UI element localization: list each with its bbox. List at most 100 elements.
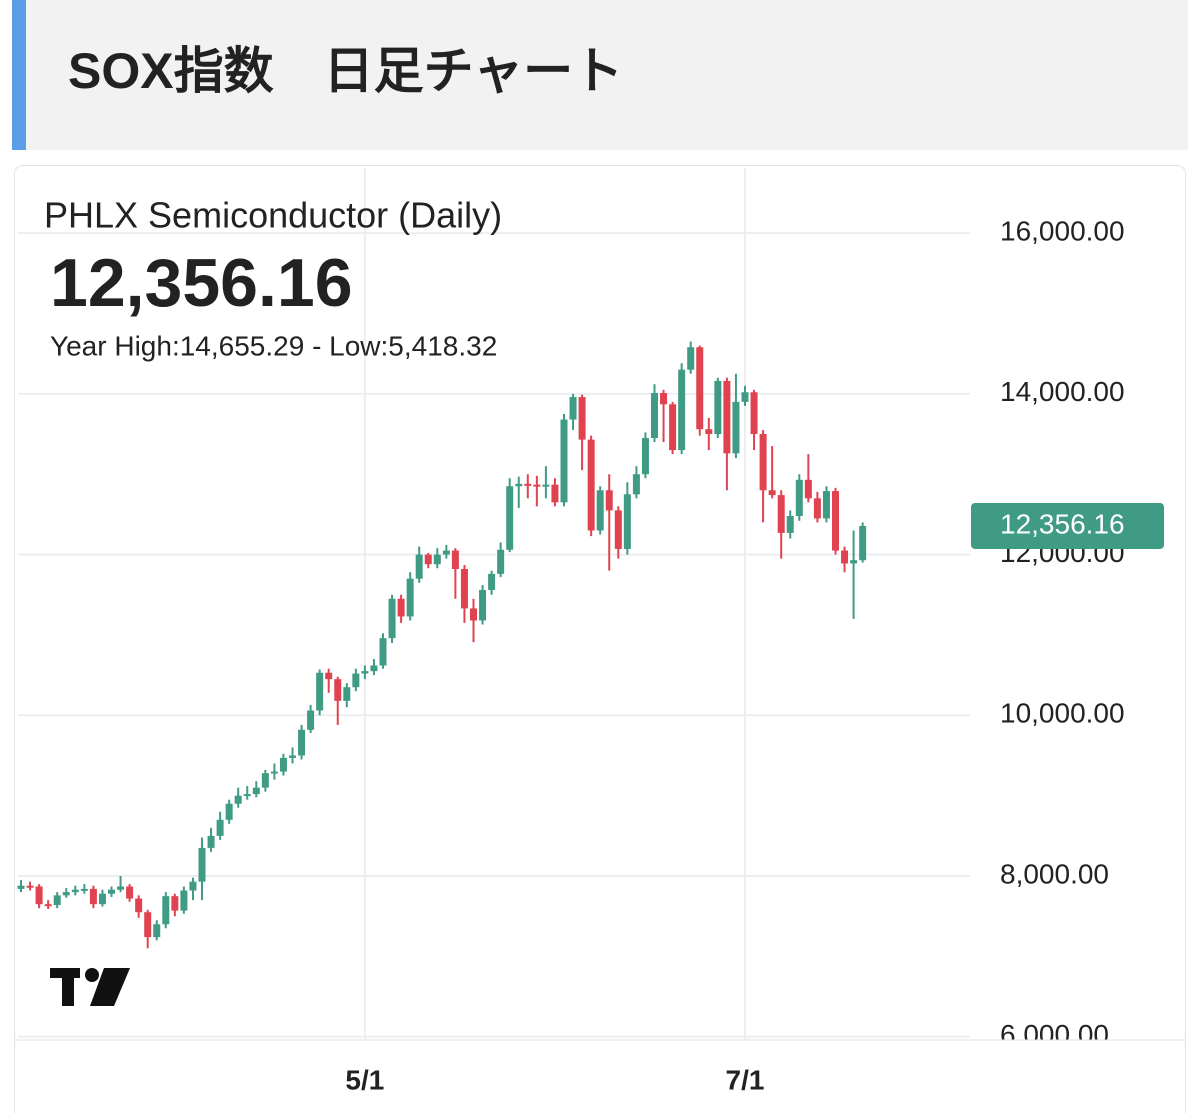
y-tick-label: 8,000.00 xyxy=(1000,858,1109,889)
candle-body xyxy=(171,896,179,911)
candle-body xyxy=(334,679,342,701)
candle-body xyxy=(433,554,441,565)
candle-body xyxy=(89,888,97,905)
candle-body xyxy=(135,898,143,913)
candle-body xyxy=(524,483,532,486)
candle-body xyxy=(415,554,423,579)
candle-body xyxy=(379,638,387,666)
y-tick-label: 16,000.00 xyxy=(1000,215,1125,246)
candle-body xyxy=(108,889,115,894)
candle-body xyxy=(388,598,396,639)
candle-body xyxy=(605,490,613,511)
candle-body xyxy=(632,474,640,495)
candle-body xyxy=(370,665,378,672)
candle-body xyxy=(17,885,25,889)
candle-body xyxy=(614,510,622,549)
candle-body xyxy=(696,347,704,430)
candle-body xyxy=(451,550,459,570)
candle-body xyxy=(651,393,658,439)
candles xyxy=(17,341,867,949)
candle-body xyxy=(669,404,677,451)
candle-body xyxy=(832,491,839,551)
candle-body xyxy=(442,550,450,555)
candle-body xyxy=(479,589,487,621)
candle-body xyxy=(243,794,251,797)
candle-body xyxy=(207,835,215,848)
candle-body xyxy=(352,673,360,688)
candle-body xyxy=(225,803,233,820)
candle-body xyxy=(750,392,758,435)
candle-body xyxy=(252,787,260,795)
grid xyxy=(18,168,970,1040)
subtitle: Year High:14,655.29 - Low:5,418.32 xyxy=(50,330,497,361)
candle-body xyxy=(759,434,767,491)
header-bar xyxy=(12,0,1188,150)
candle-body xyxy=(126,886,134,899)
x-tick-label: 7/1 xyxy=(726,1064,765,1095)
candle-body xyxy=(515,483,523,487)
candle-body xyxy=(678,369,686,451)
candle-body xyxy=(533,484,541,487)
candle-body xyxy=(460,569,468,609)
candle-body xyxy=(270,771,278,774)
candle-body xyxy=(162,896,170,925)
candle-body xyxy=(497,549,505,574)
candle-body xyxy=(361,671,369,674)
candle-body xyxy=(714,380,722,435)
candle-body xyxy=(279,757,287,772)
chart-panel xyxy=(14,165,1186,1118)
candle-body xyxy=(795,479,803,516)
candle-body xyxy=(850,560,858,564)
candle-body xyxy=(325,672,333,680)
candle-body xyxy=(660,393,668,405)
candle-body xyxy=(506,486,514,550)
candle-body xyxy=(578,397,586,440)
candle-body xyxy=(551,484,559,503)
candle-body xyxy=(470,608,477,621)
candle-body xyxy=(406,578,414,617)
candle-body xyxy=(261,773,269,788)
candle-body xyxy=(804,479,812,499)
candle-body xyxy=(623,494,631,549)
candle-body xyxy=(198,847,206,882)
candle-body xyxy=(80,888,88,891)
candle-body xyxy=(234,795,242,804)
header-accent xyxy=(12,0,26,150)
y-tick-label: 6,000.00 xyxy=(1000,1019,1109,1050)
header-title: SOX指数 日足チャート xyxy=(68,43,623,99)
candle-body xyxy=(777,495,785,533)
candle-body xyxy=(289,755,296,758)
last-price: 12,356.16 xyxy=(50,245,353,321)
candle-body xyxy=(53,895,61,905)
candle-body xyxy=(705,429,713,435)
candle-body xyxy=(153,924,161,938)
y-axis: 6,000.008,000.0010,000.0012,000.0014,000… xyxy=(1000,215,1125,1050)
candle-body xyxy=(569,397,577,420)
candle-body xyxy=(786,515,794,533)
candle-body xyxy=(44,904,52,907)
candle-body xyxy=(316,672,324,711)
candle-body xyxy=(841,550,849,564)
candle-body xyxy=(822,491,830,519)
candle-body xyxy=(723,380,731,454)
candle-body xyxy=(189,881,197,891)
candle-body xyxy=(596,490,604,531)
candle-body xyxy=(35,886,43,905)
logo xyxy=(50,968,130,1006)
candle-body xyxy=(687,347,695,370)
candle-body xyxy=(741,392,749,402)
price-tag-label: 12,356.16 xyxy=(1000,508,1125,539)
candle-body xyxy=(768,490,776,496)
candle-body xyxy=(98,893,106,905)
y-tick-label: 14,000.00 xyxy=(1000,376,1125,407)
candle-body xyxy=(343,687,351,701)
candle-body xyxy=(488,573,496,590)
candle-body xyxy=(307,710,315,730)
chart-title: PHLX Semiconductor (Daily) xyxy=(44,195,502,236)
candle-body xyxy=(62,892,70,896)
y-tick-label: 10,000.00 xyxy=(1000,698,1125,729)
candle-body xyxy=(144,912,152,938)
candle-body xyxy=(298,729,306,756)
